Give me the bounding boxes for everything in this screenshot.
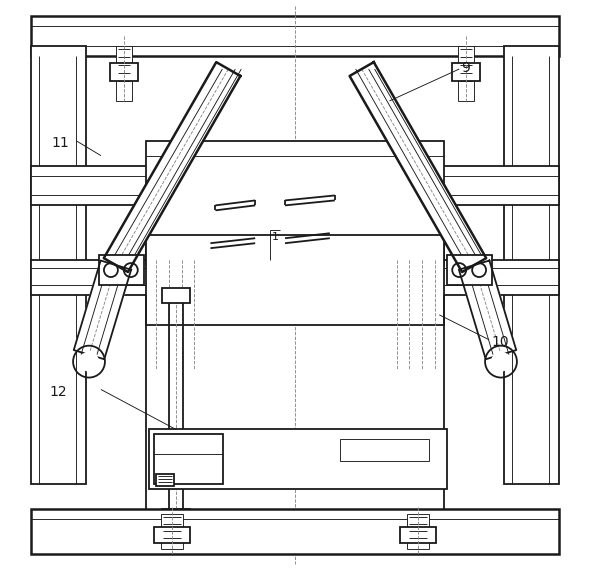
Text: 9: 9 — [461, 61, 470, 75]
Bar — [31, 46, 86, 484]
Bar — [146, 141, 444, 265]
Bar — [31, 260, 558, 295]
Bar — [149, 429, 447, 489]
Text: 11: 11 — [51, 136, 69, 150]
Bar — [99, 255, 144, 285]
Bar — [110, 63, 138, 81]
Bar — [162, 288, 190, 303]
Bar — [504, 46, 558, 484]
Circle shape — [79, 352, 99, 372]
Bar — [340, 439, 429, 461]
Bar — [116, 46, 132, 101]
Circle shape — [491, 352, 511, 372]
Bar — [162, 509, 190, 529]
Bar — [154, 434, 223, 484]
Polygon shape — [74, 261, 131, 359]
Bar — [407, 514, 429, 549]
Bar — [154, 527, 190, 543]
Bar — [458, 46, 474, 101]
Bar — [447, 255, 492, 285]
Bar — [401, 527, 436, 543]
Bar — [155, 474, 174, 486]
Bar — [146, 235, 444, 325]
Text: 12: 12 — [49, 385, 67, 398]
Text: 1: 1 — [272, 232, 279, 242]
Polygon shape — [350, 62, 486, 272]
Bar — [31, 166, 558, 205]
Text: 10: 10 — [491, 335, 509, 349]
Bar — [31, 509, 558, 554]
Polygon shape — [104, 62, 241, 272]
Bar — [161, 514, 183, 549]
Polygon shape — [459, 261, 517, 359]
Bar — [452, 63, 480, 81]
Bar — [31, 17, 558, 56]
